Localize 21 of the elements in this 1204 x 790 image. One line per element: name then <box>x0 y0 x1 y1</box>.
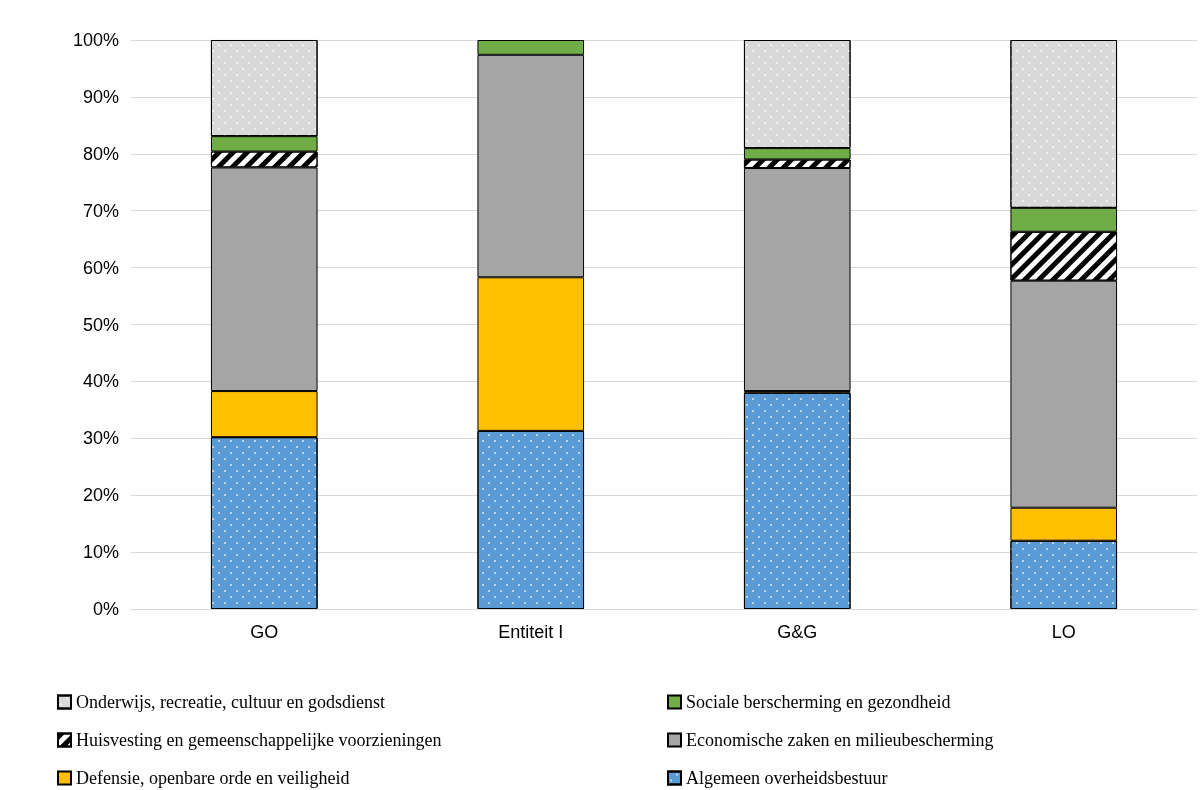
y-tick-label: 100% <box>72 30 119 50</box>
y-tick-label: 30% <box>82 428 119 449</box>
x-tick-label: GO <box>250 622 279 642</box>
y-tick-label: 10% <box>82 542 119 563</box>
legend-label: Economische zaken en milieubescherming <box>686 730 994 750</box>
legend-label: Onderwijs, recreatie, cultuur en godsdienst <box>76 692 385 712</box>
y-tick-label: 50% <box>82 314 119 335</box>
legend-label: Huisvesting en gemeenschappelijke voorzieningen <box>76 730 442 750</box>
y-tick-label: 70% <box>82 200 119 221</box>
legend-label: Sociale berscherming en gezondheid <box>686 692 951 712</box>
x-tick-label: Entiteit I <box>498 622 564 642</box>
y-tick-label: 60% <box>82 257 119 278</box>
y-tick-label: 80% <box>82 143 119 164</box>
y-tick-label: 40% <box>82 371 119 392</box>
y-tick-label: 90% <box>82 86 119 107</box>
x-tick-label: LO <box>1051 622 1076 642</box>
y-tick-label: 0% <box>92 599 119 619</box>
x-tick-label: G&G <box>777 622 818 642</box>
y-tick-label: 20% <box>82 485 119 506</box>
legend-label: Defensie, openbare orde en veiligheid <box>76 768 350 788</box>
legend-label: Algemeen overheidsbestuur <box>686 768 888 788</box>
